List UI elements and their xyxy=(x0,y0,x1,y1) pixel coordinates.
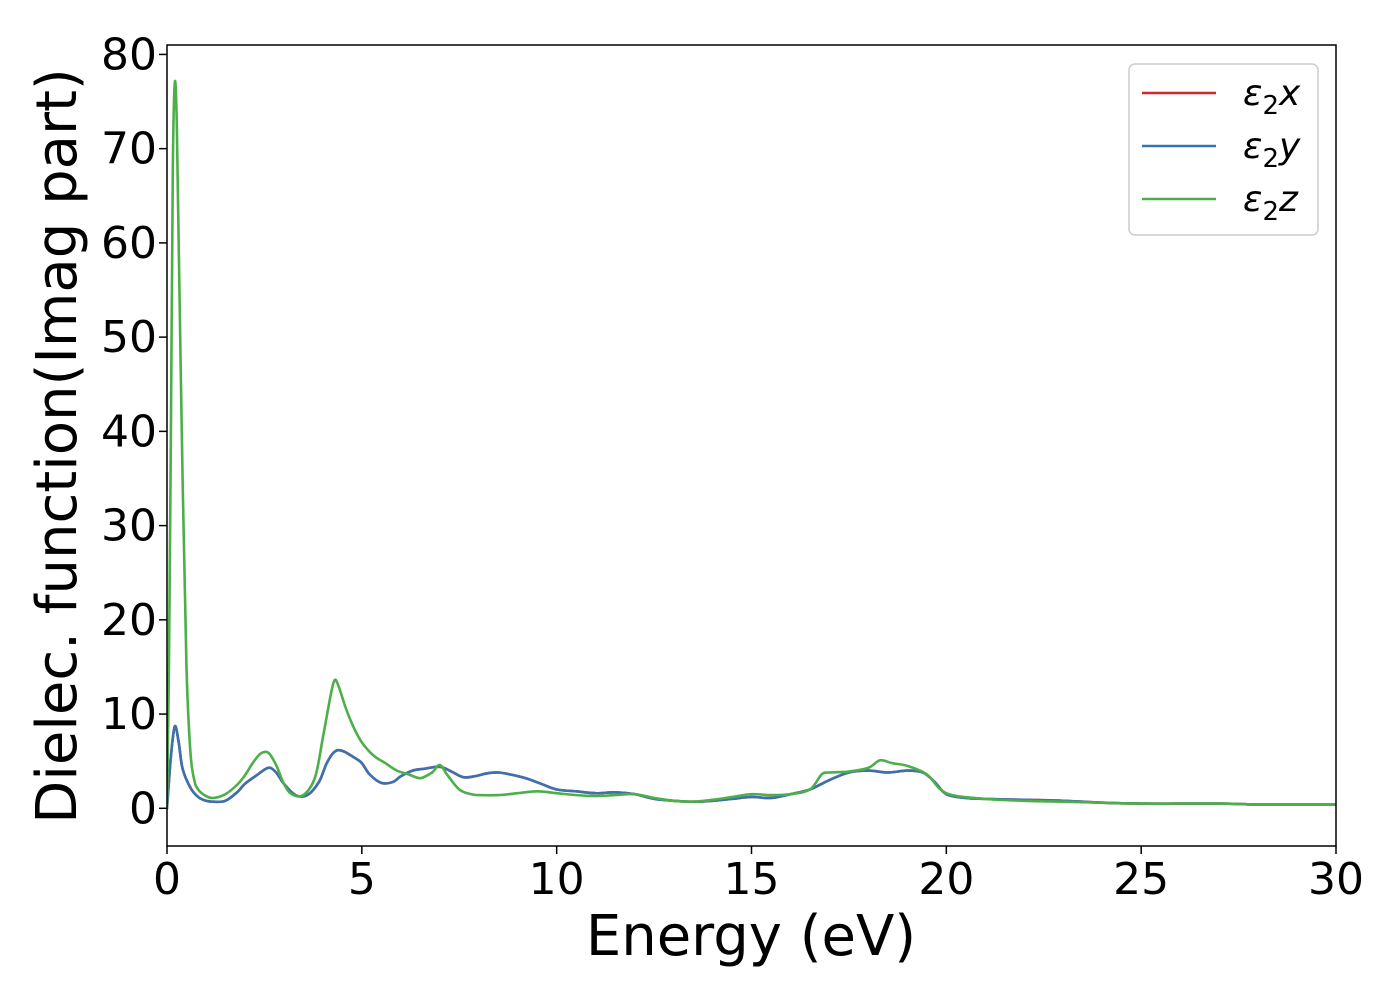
x-tick-label: 30 xyxy=(1308,854,1364,905)
y-tick-label: 20 xyxy=(101,595,157,646)
y-tick-label: 60 xyxy=(101,218,157,269)
series-line-z xyxy=(167,79,1336,810)
y-tick-label: 70 xyxy=(101,124,157,175)
y-tick-label: 30 xyxy=(101,501,157,552)
x-tick-label: 15 xyxy=(724,854,780,905)
legend: ε2x ε2y ε2z xyxy=(1128,63,1319,236)
y-tick-label: 10 xyxy=(101,689,157,740)
y-tick-label: 80 xyxy=(101,29,157,80)
legend-label-z: ε2z xyxy=(1243,179,1299,227)
y-tick-label: 0 xyxy=(129,783,157,834)
x-axis-title: Energy (eV) xyxy=(586,904,916,969)
x-tick-label: 25 xyxy=(1113,854,1169,905)
x-axis: 0 5 10 15 20 25 30 xyxy=(153,846,1364,905)
y-tick-label: 40 xyxy=(101,406,157,457)
x-tick-label: 10 xyxy=(529,854,585,905)
x-tick-label: 5 xyxy=(348,854,376,905)
y-axis: 0 10 20 30 40 50 60 70 80 xyxy=(101,29,167,834)
x-tick-label: 0 xyxy=(153,854,181,905)
x-tick-label: 20 xyxy=(918,854,974,905)
y-tick-label: 50 xyxy=(101,312,157,363)
legend-box xyxy=(1128,63,1319,236)
y-axis-title: Dielec. function(Imag part) xyxy=(25,68,90,824)
legend-label-x: ε2x xyxy=(1243,73,1301,121)
legend-label-y: ε2y xyxy=(1243,126,1301,174)
